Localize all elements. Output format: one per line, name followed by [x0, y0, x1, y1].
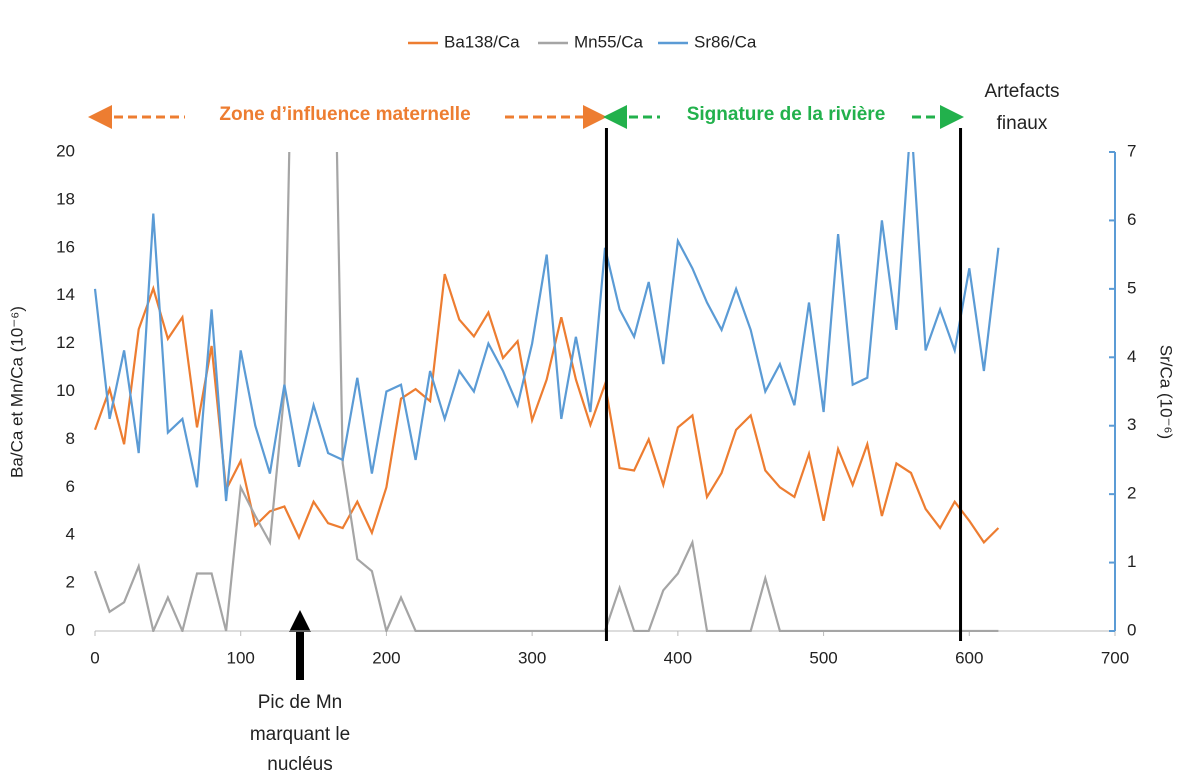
legend-label: Ba138/Ca [444, 32, 520, 51]
y-tick-label: 18 [56, 189, 75, 208]
series-line [93, 152, 1000, 502]
y-tick-label: 2 [66, 573, 75, 592]
peak-label: marquant le [250, 724, 350, 745]
series-line [93, 273, 1000, 545]
y-tick-label: 4 [66, 525, 75, 544]
y-tick-label: 20 [56, 141, 75, 160]
series-line [93, 152, 999, 632]
y-tick-label: 12 [56, 333, 75, 352]
peak-label: nucléus [267, 754, 333, 775]
x-tick-label: 600 [955, 648, 983, 667]
x-tick-label: 100 [227, 648, 255, 667]
y2-tick-label: 6 [1127, 210, 1136, 229]
y2-tick-label: 1 [1127, 552, 1136, 571]
y-tick-label: 14 [56, 285, 75, 304]
y2-tick-label: 4 [1127, 347, 1136, 366]
y2-tick-label: 5 [1127, 278, 1136, 297]
x-tick-label: 500 [809, 648, 837, 667]
x-tick-label: 700 [1101, 648, 1129, 667]
y-tick-label: 8 [66, 429, 75, 448]
y-tick-label: 0 [66, 620, 75, 639]
y2-axis-label: Sr/Ca (10⁻⁶) [1157, 345, 1176, 439]
y2-tick-label: 2 [1127, 484, 1136, 503]
y-axis-label: Ba/Ca et Mn/Ca (10⁻⁶) [7, 306, 26, 478]
legend-label: Mn55/Ca [574, 32, 644, 51]
x-tick-label: 300 [518, 648, 546, 667]
x-tick-label: 200 [372, 648, 400, 667]
maternal-label: Zone d’influence maternelle [219, 104, 470, 125]
legend-label: Sr86/Ca [694, 32, 757, 51]
y2-tick-label: 7 [1127, 141, 1136, 160]
y-tick-label: 16 [56, 237, 75, 256]
x-tick-label: 400 [664, 648, 692, 667]
artefacts-label: Artefacts [985, 81, 1060, 102]
river-label: Signature de la rivière [687, 104, 886, 125]
y2-tick-label: 3 [1127, 415, 1136, 434]
x-tick-label: 0 [90, 648, 99, 667]
y-tick-label: 10 [56, 381, 75, 400]
y-tick-label: 6 [66, 477, 75, 496]
peak-arrow [289, 610, 311, 680]
artefacts-label: finaux [997, 113, 1048, 134]
y2-tick-label: 0 [1127, 620, 1136, 639]
peak-label: Pic de Mn [258, 692, 342, 713]
